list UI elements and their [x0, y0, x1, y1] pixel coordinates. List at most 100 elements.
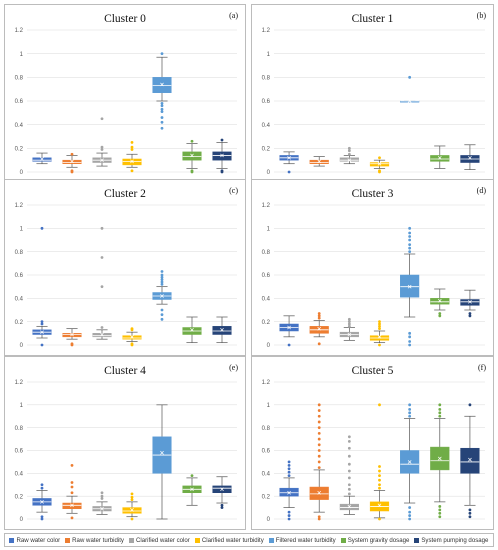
- outlier-point: [287, 474, 291, 478]
- box-iqr: [460, 447, 480, 474]
- mean-marker: [468, 299, 472, 304]
- outlier-point: [287, 514, 291, 517]
- outlier-point: [347, 462, 351, 466]
- boxplot-svg: Cluster 1 (b) 0 0.2 0.4 0.6 0.8 1 1.2: [262, 11, 487, 176]
- outlier-point: [287, 463, 291, 467]
- outlier-point: [70, 463, 74, 467]
- outlier-point: [378, 478, 381, 482]
- outlier-point: [130, 145, 134, 149]
- y-tick-label: 1: [20, 227, 24, 233]
- y-tick-label: 0.8: [15, 76, 24, 82]
- legend-item: System pumping dosage: [414, 537, 488, 544]
- legend-item: Raw water color: [9, 537, 60, 544]
- outlier-point: [378, 320, 381, 324]
- outlier-point: [378, 324, 381, 328]
- outlier-point: [287, 470, 291, 474]
- mean-marker: [130, 334, 134, 339]
- mean-marker: [437, 456, 442, 461]
- outlier-point: [317, 409, 321, 412]
- panel-cluster-4: Cluster 4 (e) 0 0.2 0.4 0.6 0.8 1 1.2: [4, 356, 246, 530]
- outlier-point: [70, 491, 74, 495]
- outlier-point: [347, 324, 351, 328]
- outlier-point: [408, 335, 412, 339]
- panel-tag: (e): [229, 363, 238, 372]
- y-tick-label: 1.2: [15, 203, 24, 209]
- legend-swatch: [65, 537, 71, 543]
- outlier-point: [468, 508, 472, 512]
- mean-marker: [100, 332, 104, 337]
- outlier-point: [408, 243, 412, 247]
- box-iqr: [339, 503, 359, 511]
- outlier-point: [317, 314, 321, 318]
- outlier-point: [378, 486, 381, 490]
- box-iqr: [62, 333, 82, 338]
- outlier-point: [347, 454, 351, 458]
- panel-cluster-0: Cluster 0 (a) 0 0.2 0.4 0.6 0.8 1 1.2: [4, 4, 246, 183]
- outlier-point: [378, 156, 381, 160]
- outlier-point: [468, 511, 472, 515]
- outlier-point: [317, 403, 321, 407]
- outlier-point: [287, 170, 291, 174]
- outlier-point: [100, 148, 104, 151]
- outlier-point: [378, 403, 381, 407]
- legend-item: Clarified water color: [128, 537, 190, 544]
- box-iqr: [212, 326, 232, 335]
- outlier-point: [317, 449, 321, 452]
- outlier-point: [317, 466, 321, 470]
- y-tick-label: 0.8: [15, 250, 24, 256]
- outlier-point: [438, 414, 442, 418]
- outlier-point: [130, 495, 134, 499]
- mean-marker: [407, 284, 412, 289]
- outlier-point: [70, 481, 74, 484]
- outlier-point: [160, 280, 164, 284]
- mean-marker: [317, 490, 322, 495]
- y-tick-label: 1.2: [262, 203, 271, 209]
- box-iqr: [430, 155, 450, 162]
- outlier-point: [438, 505, 442, 508]
- outlier-point: [408, 75, 412, 79]
- panel-title: Cluster 4: [104, 365, 146, 377]
- legend-swatch: [268, 537, 274, 543]
- outlier-point: [130, 141, 134, 144]
- outlier-point: [378, 169, 381, 173]
- mean-marker: [377, 334, 382, 339]
- outlier-point: [438, 515, 442, 519]
- mean-marker: [100, 158, 104, 163]
- outlier-point: [347, 483, 351, 487]
- outlier-point: [317, 431, 321, 435]
- box-iqr: [400, 274, 420, 298]
- legend-swatch: [414, 537, 420, 543]
- mean-marker: [317, 159, 322, 164]
- outlier-point: [100, 145, 104, 149]
- y-tick-label: 0: [20, 517, 24, 523]
- outlier-point: [130, 342, 134, 346]
- y-tick-label: 1: [267, 403, 271, 409]
- outlier-point: [408, 238, 412, 242]
- legend: Raw water color Raw water turbidity Clar…: [4, 533, 494, 547]
- box-iqr: [369, 162, 390, 167]
- outlier-point: [347, 322, 351, 326]
- outlier-point: [317, 443, 321, 447]
- outlier-point: [160, 278, 164, 282]
- outlier-point: [130, 148, 134, 151]
- y-tick-label: 0.6: [262, 273, 271, 279]
- outlier-point: [160, 317, 164, 321]
- outlier-point: [408, 408, 412, 411]
- legend-item: Clarified water turbidity: [194, 537, 264, 544]
- y-tick-label: 0.4: [15, 472, 24, 478]
- outlier-point: [70, 152, 74, 156]
- outlier-point: [130, 327, 134, 331]
- outlier-point: [40, 486, 44, 490]
- outlier-point: [220, 138, 224, 142]
- outlier-point: [100, 256, 104, 259]
- outlier-point: [100, 497, 104, 500]
- y-tick-label: 1: [20, 52, 24, 58]
- legend-label: Raw water turbidity: [72, 536, 124, 544]
- outlier-point: [408, 510, 412, 514]
- outlier-point: [40, 483, 44, 487]
- outlier-point: [287, 467, 291, 471]
- legend-label: Filtered water turbidity: [275, 536, 336, 544]
- outlier-point: [317, 426, 321, 430]
- outlier-point: [160, 270, 164, 273]
- y-tick-label: 1.2: [15, 380, 24, 386]
